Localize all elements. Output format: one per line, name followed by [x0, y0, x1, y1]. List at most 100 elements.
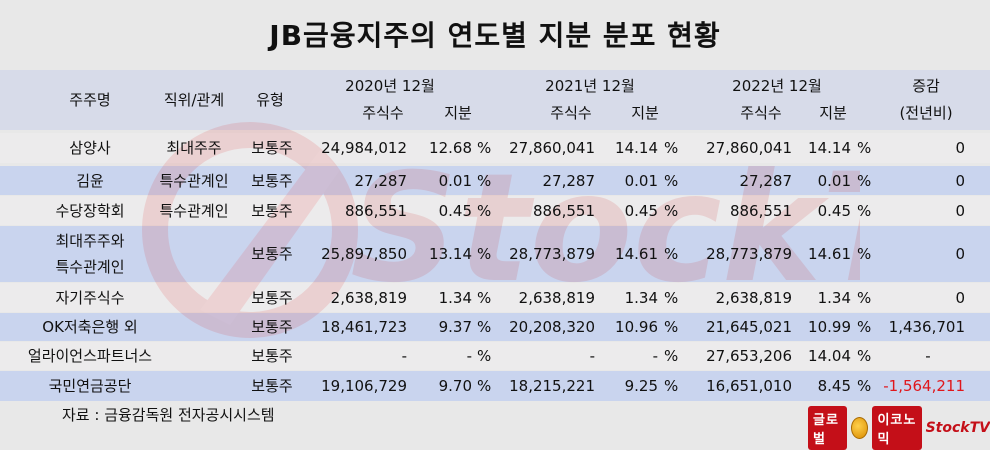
shares-2020: 18,461,723 [321, 318, 407, 336]
shares-2022: 2,638,819 [715, 288, 792, 307]
share-type: 보통주 [251, 245, 293, 263]
stake-unit-2022: % [857, 377, 872, 395]
shares-2022: 886,551 [729, 201, 792, 220]
stake-2022: 14.61 [808, 245, 851, 263]
stake-unit-2022: % [857, 201, 872, 220]
stake-2022: 10.99 [808, 318, 851, 336]
stake-unit-2021: % [664, 171, 679, 190]
stake-change: 0 [955, 171, 965, 190]
shareholder-position: 최대주주 [166, 139, 222, 157]
col-header-stake-2020: 지분 [444, 104, 472, 122]
shares-2020: 24,984,012 [321, 139, 407, 157]
stake-unit-2020: % [477, 318, 492, 336]
table-row-band [0, 313, 990, 341]
stake-unit-2022: % [857, 347, 872, 365]
col-header-shares-2021: 주식수 [550, 104, 592, 122]
shareholder-position: 특수관계인 [159, 201, 229, 220]
stake-change: 0 [955, 201, 965, 220]
col-header-2021: 2021년 12월 [545, 77, 635, 95]
shares-2022: 27,860,041 [706, 139, 792, 157]
shareholder-name: 얼라이언스파트너스 [27, 347, 153, 365]
stake-unit-2020: % [477, 288, 492, 307]
shareholder-name: 김윤 [76, 171, 104, 190]
share-type: 보통주 [251, 318, 293, 336]
stake-unit-2020: % [477, 245, 492, 263]
stake-2022: 14.04 [808, 347, 851, 365]
stake-unit-2020: % [477, 171, 492, 190]
stake-change: 0 [955, 139, 965, 157]
stake-2021: 1.34 [624, 288, 658, 307]
shareholder-name: OK저축은행 외 [42, 318, 138, 336]
shareholder-name: 자기주식수 [55, 288, 125, 307]
page-title: JB금융지주의 연도별 지분 분포 현황 [269, 19, 721, 52]
table-row-band [0, 166, 990, 195]
shares-2022: 28,773,879 [706, 245, 792, 263]
shares-2021: 2,638,819 [518, 288, 595, 307]
shares-2021: 27,287 [542, 171, 596, 190]
table-row-band [0, 371, 990, 401]
stake-2020: 13.14 [429, 245, 472, 263]
col-header-type: 유형 [256, 91, 284, 109]
stake-unit-2022: % [857, 139, 872, 157]
stake-unit-2020: % [477, 347, 492, 365]
shares-2021: - [589, 347, 595, 365]
stake-change: - [925, 347, 931, 365]
shares-2022: 21,645,021 [706, 318, 792, 336]
stake-unit-2020: % [477, 139, 492, 157]
share-type: 보통주 [251, 201, 293, 220]
logo-brand: StockTV [925, 420, 990, 436]
globe-icon [851, 417, 869, 439]
table-row-band [0, 196, 990, 225]
stake-change: 1,436,701 [888, 318, 965, 336]
stake-2021: 14.14 [615, 139, 658, 157]
col-header-shares-2022: 주식수 [740, 104, 782, 122]
shareholder-position: 특수관계인 [159, 171, 229, 190]
shares-2021: 27,860,041 [509, 139, 595, 157]
stake-2020: 12.68 [429, 139, 472, 157]
stake-change: 0 [955, 288, 965, 307]
col-header-shares-2020: 주식수 [362, 104, 404, 122]
stake-unit-2022: % [857, 171, 872, 190]
stake-unit-2021: % [664, 318, 679, 336]
logo-badge-2: 이코노믹 [872, 406, 922, 450]
col-header-stake-2022: 지분 [819, 104, 847, 122]
table-row-band [0, 342, 990, 370]
stake-2020: 0.01 [438, 171, 472, 190]
col-header-change-sub: (전년비) [899, 104, 953, 122]
shares-2021: 20,208,320 [509, 318, 595, 336]
stake-2022: 14.14 [808, 139, 851, 157]
shares-2022: 16,651,010 [706, 377, 792, 395]
share-type: 보통주 [251, 377, 293, 395]
shares-2022: 27,287 [739, 171, 793, 190]
stake-unit-2021: % [664, 377, 679, 395]
stake-unit-2021: % [664, 245, 679, 263]
share-type: 보통주 [251, 171, 293, 190]
stake-change: 0 [955, 245, 965, 263]
brand-logo: 글로벌 이코노믹 StockTV [808, 406, 990, 450]
col-header-2020: 2020년 12월 [345, 77, 435, 95]
stake-2021: 14.61 [615, 245, 658, 263]
stake-2022: 1.34 [817, 288, 851, 307]
shareholder-name-line2: 특수관계인 [55, 258, 125, 276]
stake-2020: 9.70 [438, 377, 472, 395]
shares-2020: - [401, 347, 407, 365]
col-header-change: 증감 [912, 77, 940, 95]
source-note: 자료 : 금융감독원 전자공시시스템 [62, 406, 275, 424]
share-type: 보통주 [251, 288, 293, 307]
shares-2020: 25,897,850 [321, 245, 407, 263]
col-header-2022: 2022년 12월 [732, 77, 822, 95]
table-row-band [0, 133, 990, 163]
shares-2021: 18,215,221 [509, 377, 595, 395]
shareholder-name: 국민연금공단 [48, 377, 132, 395]
stake-2021: 10.96 [615, 318, 658, 336]
stake-unit-2022: % [857, 245, 872, 263]
col-header-stake-2021: 지분 [631, 104, 659, 122]
stake-2021: 0.01 [624, 171, 658, 190]
shares-2021: 28,773,879 [509, 245, 595, 263]
stake-unit-2020: % [477, 377, 492, 395]
stake-2021: - [652, 347, 658, 365]
stake-2021: 0.45 [624, 201, 658, 220]
stake-2020: - [466, 347, 472, 365]
col-header-position: 직위/관계 [163, 91, 225, 109]
stake-2020: 9.37 [438, 318, 472, 336]
